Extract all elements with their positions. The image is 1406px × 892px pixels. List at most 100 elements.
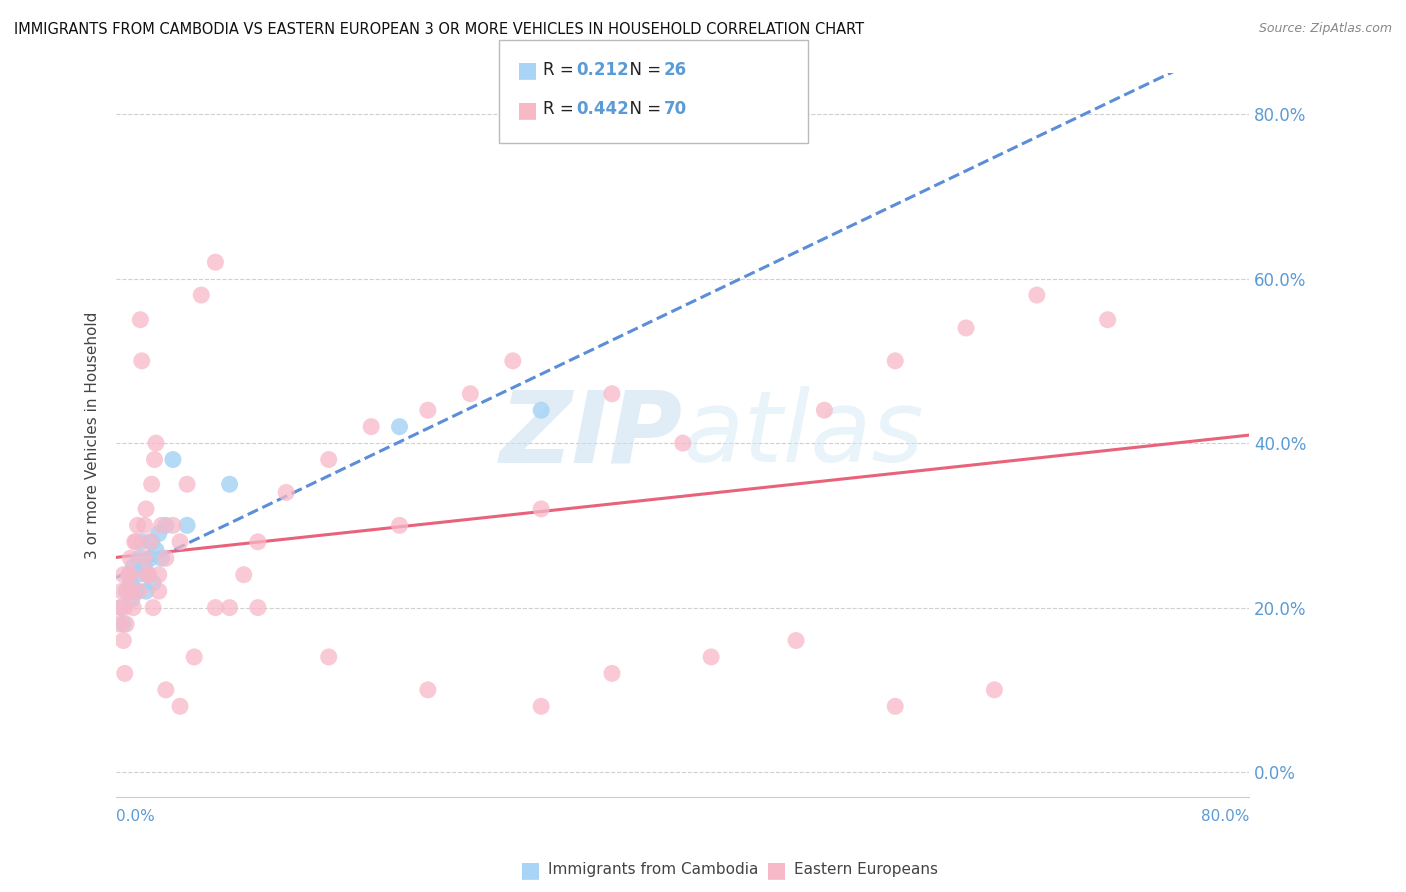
Point: [360, 419, 382, 434]
Point: [169, 699, 191, 714]
Point: [150, 518, 173, 533]
Text: atlas: atlas: [683, 386, 924, 483]
Point: [120, 567, 142, 582]
Point: [112, 617, 135, 632]
Point: [162, 518, 184, 533]
Point: [128, 551, 150, 566]
Point: [135, 584, 157, 599]
Text: 26: 26: [664, 61, 686, 78]
Text: ZIP: ZIP: [499, 386, 683, 483]
Point: [148, 526, 170, 541]
Point: [136, 567, 159, 582]
Point: [218, 600, 240, 615]
Point: [127, 518, 149, 533]
Text: 80.0%: 80.0%: [1201, 809, 1250, 824]
Point: [120, 576, 142, 591]
Point: [121, 592, 143, 607]
Point: [176, 477, 198, 491]
Text: R =: R =: [543, 61, 579, 78]
Point: [124, 534, 146, 549]
Point: [122, 559, 145, 574]
Point: [162, 452, 184, 467]
Point: [127, 567, 149, 582]
Point: [785, 633, 807, 648]
Point: [141, 534, 163, 549]
Point: [232, 567, 254, 582]
Text: Eastern Europeans: Eastern Europeans: [794, 863, 938, 877]
Point: [115, 617, 138, 632]
Point: [138, 567, 160, 582]
Point: [139, 534, 162, 549]
Point: [145, 436, 167, 450]
Text: ■: ■: [517, 100, 538, 120]
Point: [318, 649, 340, 664]
Point: [530, 502, 553, 516]
Point: [416, 682, 439, 697]
Point: [388, 419, 411, 434]
Point: [246, 534, 269, 549]
Point: [128, 584, 150, 599]
Text: Source: ZipAtlas.com: Source: ZipAtlas.com: [1258, 22, 1392, 36]
Text: ■: ■: [517, 61, 538, 80]
Point: [117, 584, 139, 599]
Text: 0.0%: 0.0%: [117, 809, 155, 824]
Point: [1097, 312, 1119, 326]
Point: [129, 312, 152, 326]
Point: [600, 666, 623, 681]
Point: [150, 551, 173, 566]
Point: [131, 534, 153, 549]
Point: [134, 518, 156, 533]
Text: 70: 70: [664, 100, 686, 118]
Point: [134, 551, 156, 566]
Point: [700, 649, 723, 664]
Point: [530, 699, 553, 714]
Text: ■: ■: [520, 860, 541, 880]
Point: [108, 617, 131, 632]
Point: [955, 321, 977, 335]
Point: [204, 600, 226, 615]
Point: [672, 436, 695, 450]
Point: [246, 600, 269, 615]
Point: [600, 386, 623, 401]
Point: [118, 567, 141, 582]
Point: [142, 600, 165, 615]
Point: [318, 452, 340, 467]
Point: [1025, 288, 1047, 302]
Point: [110, 600, 132, 615]
Text: 0.442: 0.442: [576, 100, 630, 118]
Point: [118, 567, 141, 582]
Point: [155, 518, 177, 533]
Point: [884, 354, 907, 368]
Point: [131, 354, 153, 368]
Point: [142, 576, 165, 591]
Point: [530, 403, 553, 417]
Point: [143, 452, 166, 467]
Point: [148, 567, 170, 582]
Point: [139, 551, 162, 566]
Text: N =: N =: [619, 61, 666, 78]
Point: [183, 649, 205, 664]
Point: [169, 534, 191, 549]
Point: [112, 567, 135, 582]
Point: [110, 600, 132, 615]
Point: [115, 584, 138, 599]
Text: IMMIGRANTS FROM CAMBODIA VS EASTERN EUROPEAN 3 OR MORE VEHICLES IN HOUSEHOLD COR: IMMIGRANTS FROM CAMBODIA VS EASTERN EURO…: [14, 22, 865, 37]
Point: [112, 633, 135, 648]
Point: [190, 288, 212, 302]
Point: [416, 403, 439, 417]
Text: Immigrants from Cambodia: Immigrants from Cambodia: [548, 863, 759, 877]
Text: R =: R =: [543, 100, 579, 118]
Text: N =: N =: [619, 100, 666, 118]
Point: [122, 600, 145, 615]
Y-axis label: 3 or more Vehicles in Household: 3 or more Vehicles in Household: [86, 311, 100, 558]
Point: [388, 518, 411, 533]
Point: [120, 551, 142, 566]
Point: [134, 559, 156, 574]
Point: [141, 477, 163, 491]
Point: [460, 386, 482, 401]
Point: [114, 600, 136, 615]
Point: [148, 584, 170, 599]
Point: [983, 682, 1005, 697]
Point: [218, 477, 240, 491]
Point: [125, 584, 148, 599]
